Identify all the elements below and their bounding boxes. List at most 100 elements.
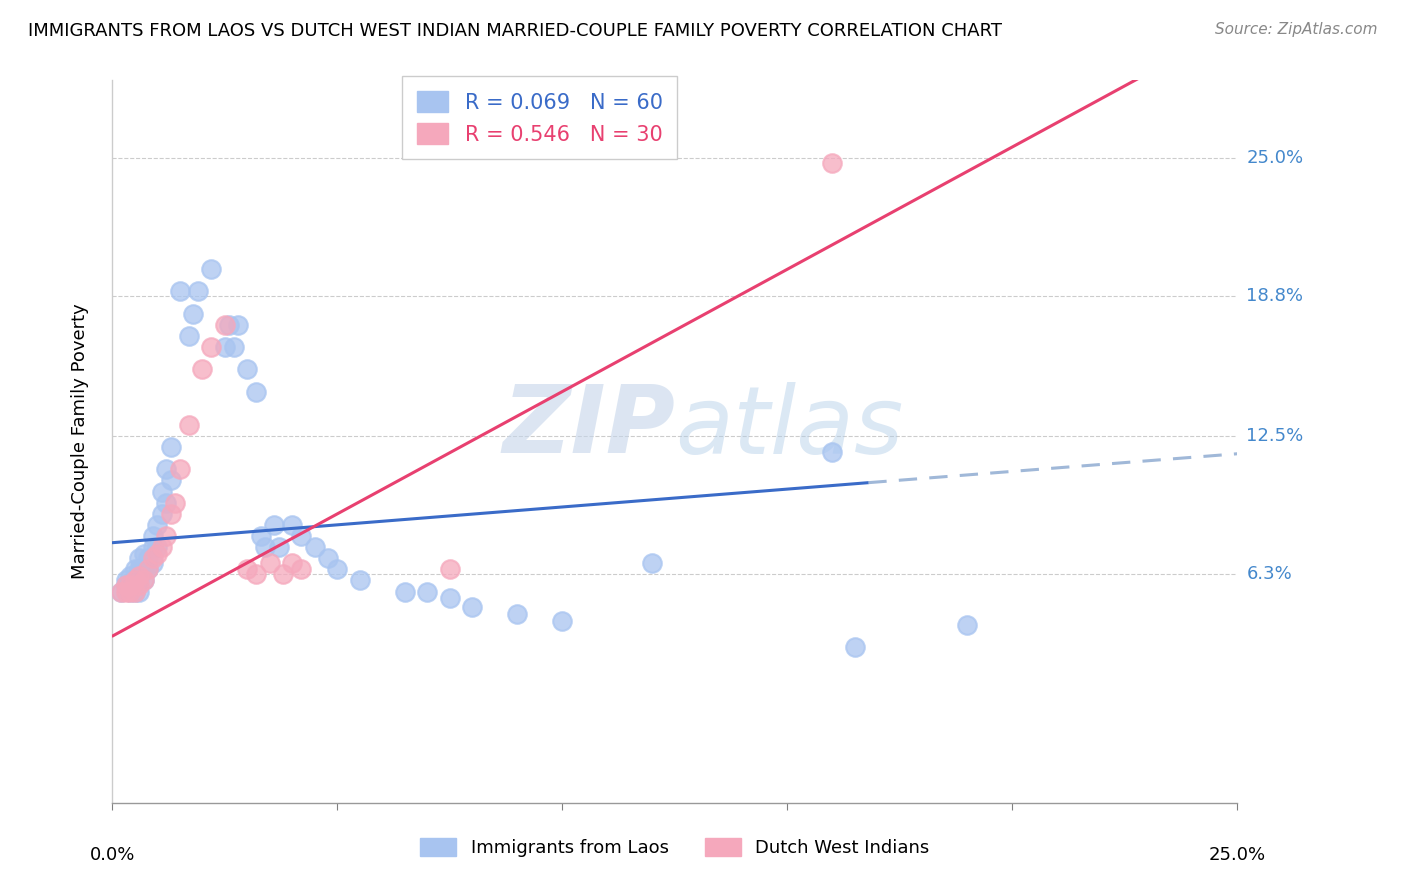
Point: [551, 614, 574, 628]
Point: [115, 584, 138, 599]
Point: [120, 578, 142, 592]
Point: [128, 562, 150, 576]
Point: [169, 285, 191, 299]
Point: [128, 578, 150, 592]
Point: [267, 540, 290, 554]
Point: [120, 569, 142, 583]
Text: IMMIGRANTS FROM LAOS VS DUTCH WEST INDIAN MARRIED-COUPLE FAMILY POVERTY CORRELAT: IMMIGRANTS FROM LAOS VS DUTCH WEST INDIA…: [28, 22, 1002, 40]
Point: [349, 574, 371, 588]
Point: [150, 484, 173, 499]
Text: 0.0%: 0.0%: [90, 847, 135, 864]
Point: [191, 362, 214, 376]
Point: [187, 285, 209, 299]
Point: [146, 547, 169, 561]
Point: [169, 462, 191, 476]
Point: [290, 529, 312, 543]
Point: [506, 607, 529, 621]
Point: [177, 329, 200, 343]
Point: [124, 574, 146, 588]
Legend: Immigrants from Laos, Dutch West Indians: Immigrants from Laos, Dutch West Indians: [411, 829, 939, 866]
Point: [281, 517, 304, 532]
Point: [110, 584, 132, 599]
Point: [155, 462, 177, 476]
Point: [132, 574, 155, 588]
Point: [128, 584, 150, 599]
Point: [124, 584, 146, 599]
Point: [115, 578, 138, 592]
Point: [821, 444, 844, 458]
Point: [115, 574, 138, 588]
Point: [120, 584, 142, 599]
Point: [120, 584, 142, 599]
Text: 18.8%: 18.8%: [1246, 287, 1303, 305]
Point: [132, 562, 155, 576]
Point: [142, 551, 165, 566]
Point: [124, 584, 146, 599]
Point: [439, 591, 461, 606]
Point: [416, 584, 439, 599]
Point: [439, 562, 461, 576]
Point: [115, 578, 138, 592]
Point: [128, 569, 150, 583]
Text: ZIP: ZIP: [502, 381, 675, 473]
Point: [150, 507, 173, 521]
Point: [138, 551, 160, 566]
Point: [844, 640, 866, 655]
Point: [160, 474, 183, 488]
Point: [110, 584, 132, 599]
Point: [236, 562, 259, 576]
Text: Source: ZipAtlas.com: Source: ZipAtlas.com: [1215, 22, 1378, 37]
Point: [259, 556, 281, 570]
Point: [821, 155, 844, 169]
Point: [304, 540, 326, 554]
Point: [263, 517, 285, 532]
Point: [956, 618, 979, 632]
Point: [146, 540, 169, 554]
Text: 25.0%: 25.0%: [1246, 149, 1303, 167]
Point: [150, 540, 173, 554]
Y-axis label: Married-Couple Family Poverty: Married-Couple Family Poverty: [70, 303, 89, 580]
Text: 25.0%: 25.0%: [1209, 847, 1265, 864]
Point: [138, 562, 160, 576]
Point: [236, 362, 259, 376]
Point: [222, 340, 245, 354]
Point: [290, 562, 312, 576]
Point: [142, 556, 165, 570]
Point: [228, 318, 250, 332]
Point: [245, 384, 267, 399]
Point: [218, 318, 240, 332]
Point: [641, 556, 664, 570]
Point: [281, 556, 304, 570]
Point: [160, 507, 183, 521]
Point: [177, 417, 200, 432]
Point: [254, 540, 277, 554]
Point: [155, 529, 177, 543]
Point: [461, 600, 484, 615]
Point: [142, 540, 165, 554]
Point: [138, 562, 160, 576]
Point: [273, 566, 295, 581]
Point: [120, 578, 142, 592]
Text: 12.5%: 12.5%: [1246, 427, 1303, 445]
Point: [326, 562, 349, 576]
Point: [146, 517, 169, 532]
Point: [200, 340, 222, 354]
Point: [394, 584, 416, 599]
Text: 6.3%: 6.3%: [1246, 565, 1292, 582]
Point: [128, 574, 150, 588]
Point: [160, 440, 183, 454]
Point: [165, 496, 187, 510]
Point: [214, 318, 236, 332]
Point: [250, 529, 273, 543]
Point: [318, 551, 340, 566]
Point: [200, 262, 222, 277]
Point: [214, 340, 236, 354]
Point: [132, 547, 155, 561]
Point: [124, 562, 146, 576]
Point: [142, 529, 165, 543]
Point: [132, 574, 155, 588]
Point: [124, 574, 146, 588]
Point: [245, 566, 267, 581]
Text: atlas: atlas: [675, 382, 903, 473]
Point: [183, 307, 205, 321]
